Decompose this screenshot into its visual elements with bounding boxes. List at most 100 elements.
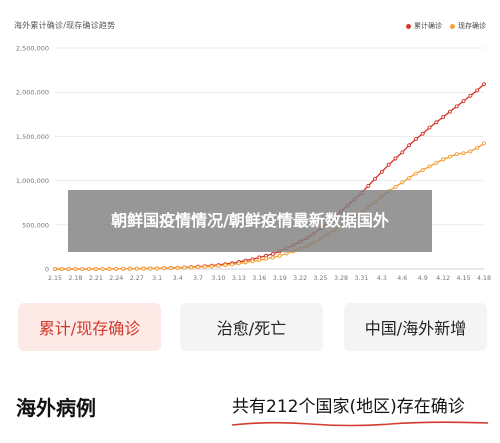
x-tick-label: 3.25 — [314, 275, 328, 282]
data-point — [413, 171, 418, 176]
legend-label: 现存确诊 — [458, 22, 486, 30]
data-point — [379, 169, 384, 174]
data-point — [127, 266, 132, 271]
data-point — [270, 252, 275, 256]
data-point — [407, 143, 412, 148]
data-point — [420, 131, 425, 136]
data-point — [236, 261, 241, 266]
data-point — [114, 266, 119, 271]
data-point — [441, 115, 446, 119]
x-tick-label: 3.13 — [232, 275, 246, 282]
data-point — [393, 156, 398, 161]
chart-title: 海外累计确诊/现存确诊趋势 — [14, 21, 116, 30]
legend-dot-icon — [406, 23, 411, 29]
data-point — [162, 266, 166, 271]
article-title-overlay: 朝鲜国疫情情况/朝鲜疫情最新数据国外 — [68, 190, 432, 252]
data-point — [461, 151, 466, 156]
data-point — [407, 175, 412, 180]
x-tick-label: 4.6 — [397, 275, 407, 282]
data-point — [80, 266, 85, 271]
data-point — [373, 176, 377, 181]
data-point — [121, 266, 126, 271]
series-line-existing — [55, 142, 485, 270]
x-tick-label: 3.1 — [152, 275, 162, 282]
x-tick-label: 4.3 — [377, 275, 387, 282]
data-point — [468, 149, 473, 154]
data-point — [87, 266, 91, 271]
section-title: 海外病例 — [16, 396, 96, 420]
data-point — [168, 266, 173, 271]
data-point — [189, 265, 194, 270]
data-point — [107, 266, 112, 271]
x-tick-label: 2.21 — [89, 275, 103, 282]
x-tick-label: 3.4 — [173, 275, 183, 282]
data-point — [100, 266, 105, 271]
data-point — [434, 120, 439, 125]
tab-cumulative-existing[interactable]: 累计/现存确诊 — [18, 303, 161, 351]
data-point — [461, 99, 466, 103]
data-point — [454, 104, 459, 109]
x-tick-label: 3.7 — [193, 275, 203, 282]
data-point — [468, 93, 473, 98]
legend-dot-icon — [450, 23, 455, 29]
data-point — [66, 266, 71, 271]
data-point — [73, 266, 78, 271]
data-point — [216, 263, 221, 268]
data-point — [196, 265, 200, 270]
country-count-summary: 共有212个国家(地区)存在确诊 — [232, 397, 465, 417]
data-point — [148, 266, 153, 271]
data-point — [202, 264, 207, 269]
x-tick-label: 2.27 — [130, 275, 144, 282]
data-point — [482, 82, 486, 87]
y-tick-label: 2,500,000 — [16, 45, 49, 53]
data-point — [141, 266, 146, 271]
y-tick-label: 1,500,000 — [16, 133, 49, 141]
tab-china-overseas-new[interactable]: 中国/海外新增 — [344, 303, 487, 351]
x-tick-label: 3.10 — [211, 275, 225, 282]
tab-recovered-deaths[interactable]: 治愈/死亡 — [180, 303, 323, 351]
data-point — [427, 164, 432, 169]
data-point — [284, 251, 289, 256]
x-tick-label: 2.18 — [68, 275, 82, 282]
data-point — [420, 168, 425, 172]
data-point — [386, 162, 391, 167]
data-point — [230, 262, 234, 267]
data-point — [475, 88, 480, 93]
y-tick-label: 500,000 — [22, 221, 49, 229]
data-point — [155, 266, 160, 271]
data-point — [427, 125, 432, 130]
data-point — [448, 154, 452, 159]
data-point — [270, 255, 275, 260]
data-point — [53, 267, 57, 271]
x-tick-label: 2.24 — [109, 275, 123, 282]
data-point — [223, 263, 228, 268]
data-point — [257, 258, 262, 263]
data-point — [448, 109, 452, 114]
x-tick-label: 3.16 — [252, 275, 266, 282]
x-tick-label: 4.9 — [418, 275, 428, 282]
y-tick-label: 1,000,000 — [16, 177, 49, 185]
x-tick-label: 3.19 — [273, 275, 287, 282]
x-tick-label: 4.15 — [457, 275, 471, 282]
overlay-title: 朝鲜国疫情情况/朝鲜疫情最新数据国外 — [111, 211, 389, 230]
legend-item-existing[interactable]: 现存确诊 — [450, 21, 486, 31]
data-point — [264, 253, 269, 258]
data-point — [264, 256, 269, 261]
data-point — [250, 259, 255, 264]
x-tick-label: 3.28 — [334, 275, 348, 282]
y-tick-label: 2,000,000 — [16, 89, 49, 97]
legend-label: 累计确诊 — [414, 22, 442, 30]
data-point — [482, 141, 486, 146]
data-point — [413, 137, 418, 142]
legend-item-cumulative[interactable]: 累计确诊 — [406, 21, 442, 31]
x-tick-label: 2.15 — [48, 275, 62, 282]
data-point — [393, 184, 398, 189]
data-point — [243, 260, 248, 265]
data-point — [277, 253, 282, 258]
chart-tabs: 累计/现存确诊 治愈/死亡 中国/海外新增 — [0, 303, 500, 357]
x-tick-label: 4.18 — [477, 275, 491, 282]
data-point — [454, 152, 459, 157]
data-point — [209, 264, 214, 269]
x-tick-label: 3.22 — [293, 275, 307, 282]
chart-legend: 累计确诊 现存确诊 — [406, 21, 486, 31]
